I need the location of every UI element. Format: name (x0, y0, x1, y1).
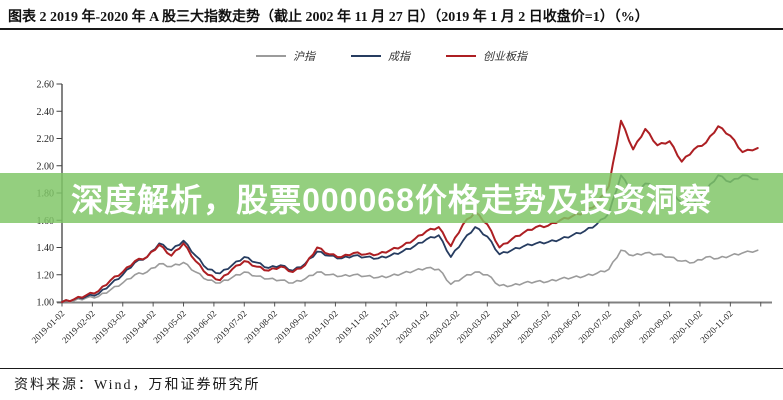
watermark-text: 深度解析，股票000068价格走势及投资洞察 (71, 182, 712, 218)
title-divider (0, 28, 783, 30)
legend-item-shanghai-index: 沪指 (256, 48, 315, 64)
svg-text:2.60: 2.60 (37, 80, 55, 91)
legend-item-component-index: 成指 (351, 48, 410, 64)
svg-text:2.20: 2.20 (37, 134, 55, 145)
source-note: 资料来源：Wind，万和证券研究所 (14, 378, 261, 393)
watermark-banner: 深度解析，股票000068价格走势及投资洞察 (0, 173, 783, 223)
svg-text:1.20: 1.20 (37, 270, 55, 281)
svg-text:1.00: 1.00 (37, 298, 55, 309)
chinext-index-line-swatch (446, 55, 476, 57)
figure-title: 图表 2 2019 年-2020 年 A 股三大指数走势（截止 2002 年 1… (8, 10, 649, 25)
chart-legend: 沪指 成指 创业板指 (0, 48, 783, 64)
svg-text:1.40: 1.40 (37, 243, 55, 254)
legend-label-component-index: 成指 (388, 51, 410, 63)
shanghai-index-line-swatch (256, 55, 286, 57)
legend-label-chinext-index: 创业板指 (483, 51, 527, 63)
svg-text:2.40: 2.40 (37, 107, 55, 118)
footer-divider (0, 368, 783, 369)
legend-item-chinext-index: 创业板指 (446, 48, 527, 64)
svg-text:2.00: 2.00 (37, 161, 55, 172)
svg-text:2020-11-02: 2020-11-02 (698, 308, 735, 345)
legend-label-shanghai-index: 沪指 (293, 51, 315, 63)
component-index-line-swatch (351, 55, 381, 57)
